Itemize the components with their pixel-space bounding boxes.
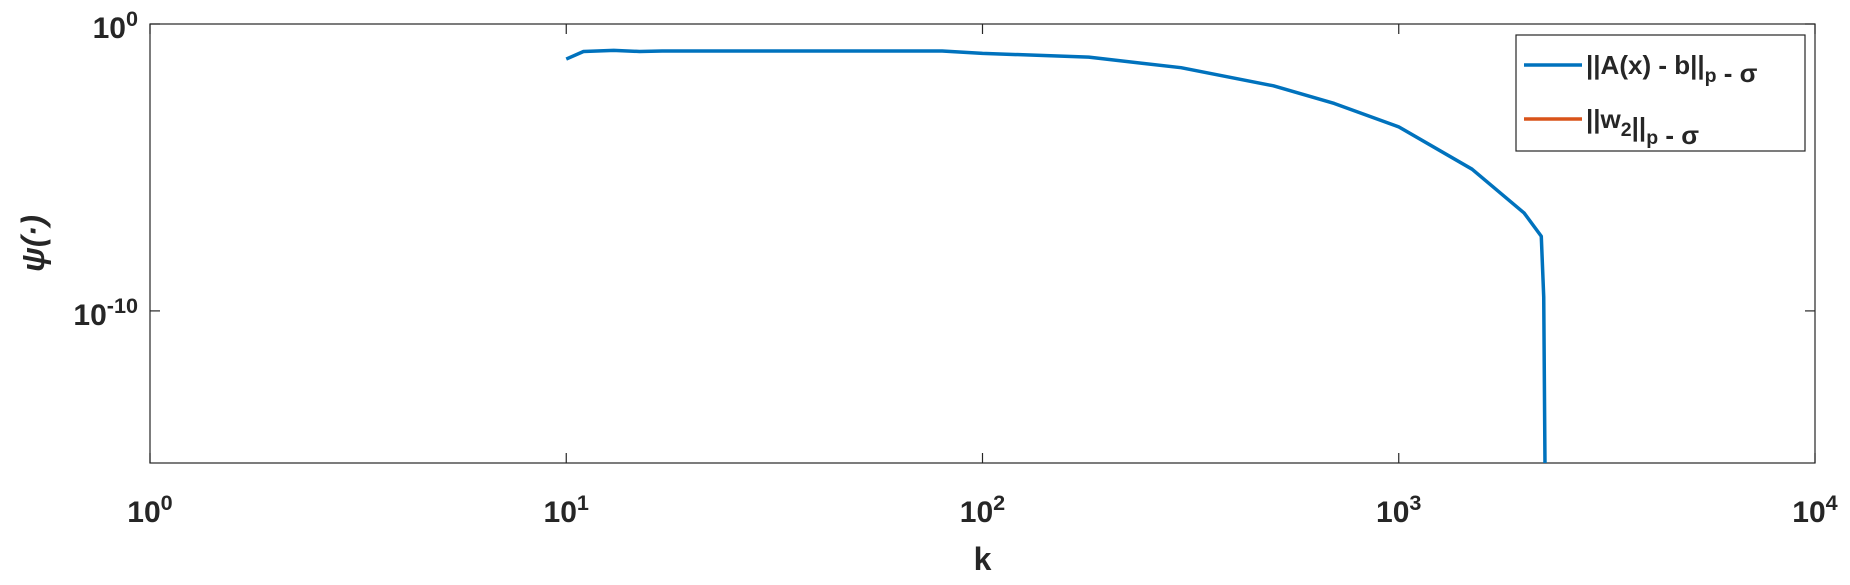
legend-label: ||w2||p - σ [1586, 104, 1699, 150]
y-tick-label: 100 [93, 6, 138, 45]
x-tick-label: 102 [960, 490, 1005, 529]
plot-lines [565, 48, 1547, 463]
y-tick-label: 10-10 [73, 293, 138, 332]
data-line [565, 48, 1547, 463]
x-tick-label: 101 [544, 490, 589, 529]
x-tick-label: 104 [1792, 490, 1837, 529]
x-axis-label: k [974, 541, 992, 577]
legend-box [1515, 34, 1806, 152]
legend-label: ||A(x) - b||p - σ [1586, 50, 1758, 88]
y-axis-label: ψ(·) [15, 215, 51, 272]
x-tick-label: 100 [127, 490, 172, 529]
x-tick-label: 103 [1376, 490, 1421, 529]
